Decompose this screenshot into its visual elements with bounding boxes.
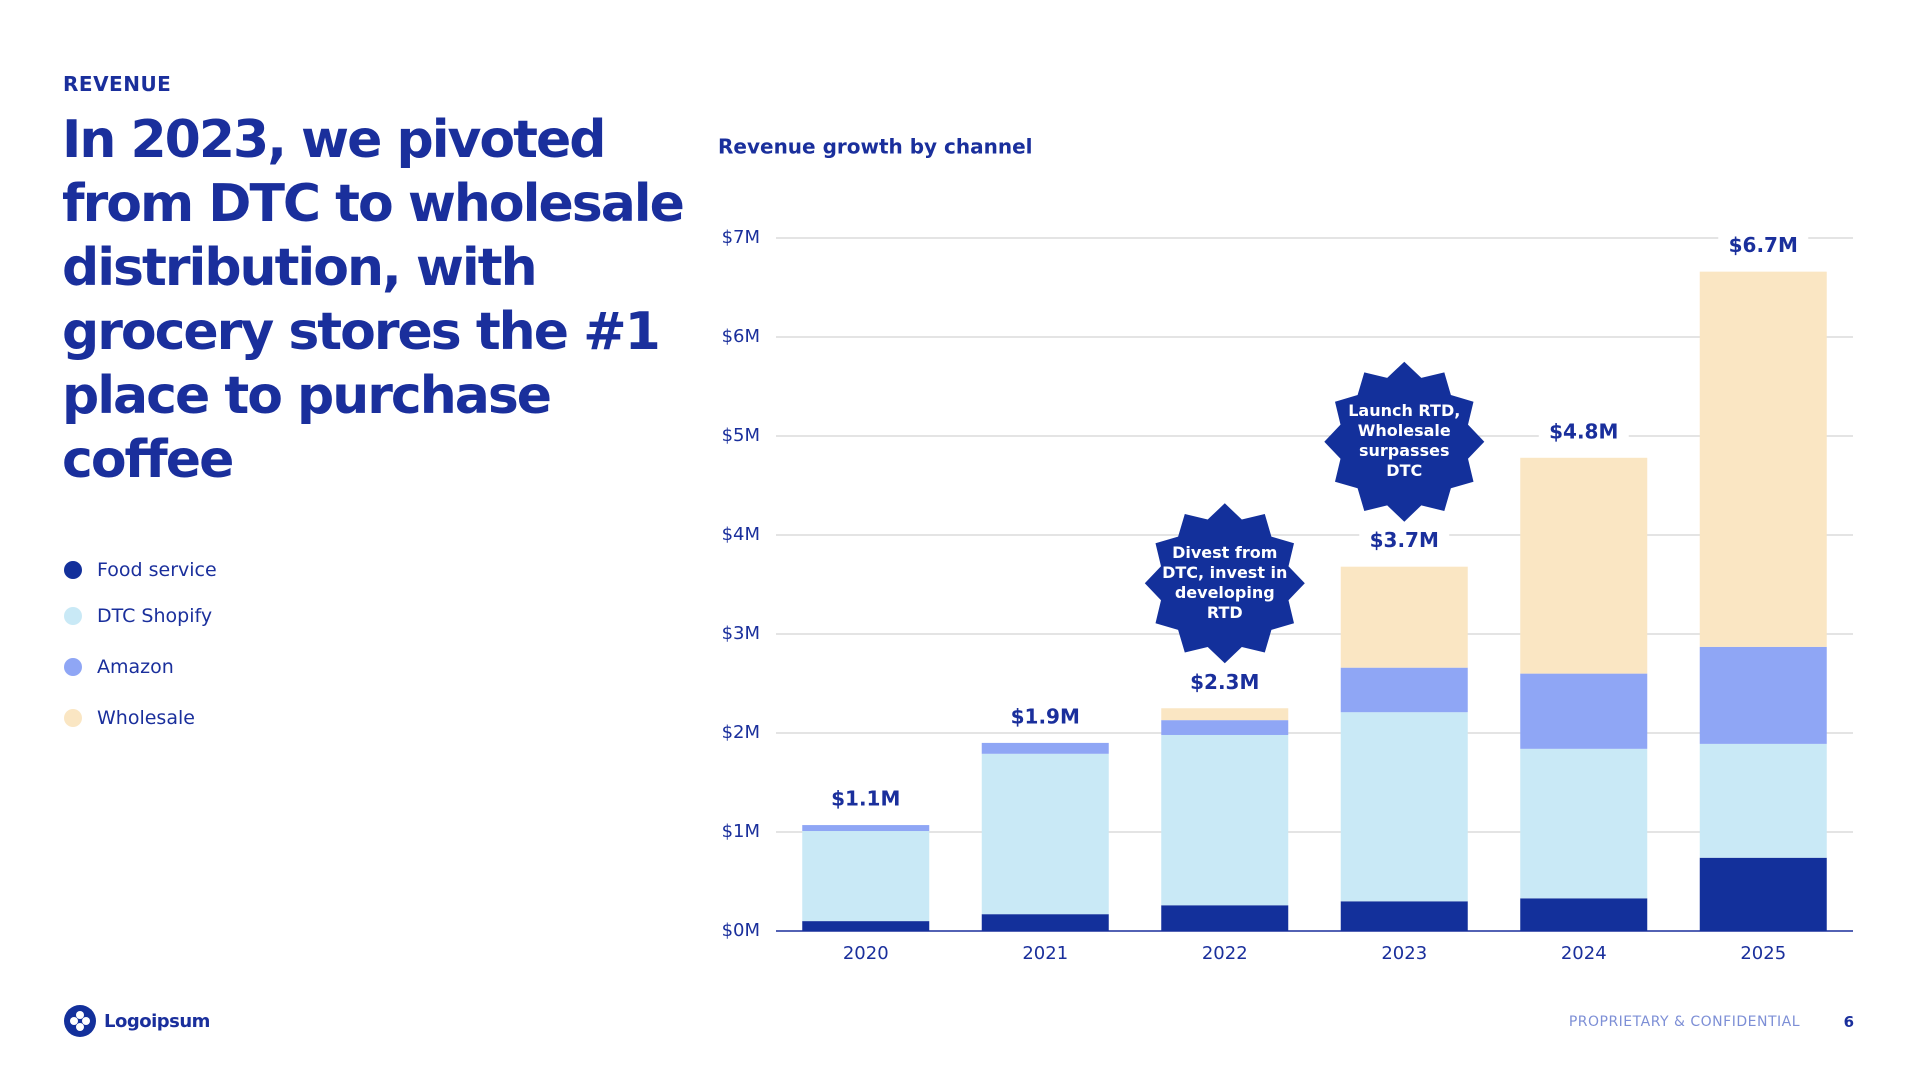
legend-item: Wholesale bbox=[64, 707, 195, 729]
bar-segment bbox=[981, 914, 1109, 931]
headline-line: place to purchase bbox=[62, 366, 552, 426]
bar-segment bbox=[1520, 898, 1648, 931]
total-label-bg bbox=[1718, 231, 1809, 260]
bar-segment bbox=[1340, 712, 1468, 902]
annotation-badge bbox=[1144, 503, 1305, 664]
bar-segment bbox=[1340, 901, 1468, 931]
logo: Logoipsum bbox=[64, 1005, 210, 1037]
bar-segment bbox=[1699, 857, 1827, 931]
headline-line: grocery stores the #1 bbox=[62, 302, 661, 362]
y-tick-label: $6M bbox=[722, 326, 760, 347]
total-label-bg bbox=[1538, 417, 1629, 446]
total-label-bg bbox=[1359, 526, 1450, 555]
legend-label: Food service bbox=[97, 559, 217, 581]
legend-label: Amazon bbox=[97, 656, 174, 678]
headline-line: distribution, with bbox=[62, 238, 538, 298]
bar-segment bbox=[802, 921, 930, 931]
legend-swatch bbox=[64, 607, 82, 625]
annotation-text: developing bbox=[1175, 583, 1275, 602]
legend-swatch bbox=[64, 658, 82, 676]
legend-item: DTC Shopify bbox=[64, 605, 213, 627]
headline-line: coffee bbox=[62, 430, 234, 490]
y-tick-label: $0M bbox=[722, 920, 760, 941]
y-tick-label: $7M bbox=[722, 227, 760, 248]
annotation-text: RTD bbox=[1207, 603, 1243, 622]
headline: In 2023, we pivoted from DTC to wholesale… bbox=[62, 108, 685, 492]
bar-segment bbox=[1520, 457, 1648, 674]
y-tick-label: $3M bbox=[722, 623, 760, 644]
annotation-text: Wholesale bbox=[1358, 421, 1451, 440]
total-label: $6.7M bbox=[1729, 233, 1798, 257]
x-tick-label: 2021 bbox=[1022, 943, 1068, 964]
bar-segment bbox=[1520, 748, 1648, 899]
y-tick-label: $4M bbox=[722, 524, 760, 545]
legend-item: Food service bbox=[64, 559, 217, 581]
x-tick-label: 2023 bbox=[1381, 943, 1427, 964]
x-tick-label: 2020 bbox=[843, 943, 889, 964]
annotation-text: Launch RTD, bbox=[1348, 401, 1460, 420]
total-label: $2.3M bbox=[1190, 670, 1259, 694]
headline-line: from DTC to wholesale bbox=[62, 174, 685, 234]
page-number: 6 bbox=[1843, 1013, 1854, 1031]
bar-segment bbox=[1520, 673, 1648, 749]
bar-segment bbox=[1699, 271, 1827, 647]
total-label-bg bbox=[1179, 668, 1270, 697]
total-label: $3.7M bbox=[1370, 528, 1439, 552]
headline-line: In 2023, we pivoted bbox=[62, 110, 606, 170]
logo-icon bbox=[64, 1005, 96, 1037]
legend-label: DTC Shopify bbox=[97, 605, 213, 627]
annotation-text: DTC bbox=[1386, 461, 1422, 480]
legend-swatch bbox=[64, 561, 82, 579]
annotation-text: Divest from bbox=[1172, 543, 1277, 562]
total-label-bg bbox=[1000, 702, 1091, 731]
bar-segment bbox=[1699, 743, 1827, 858]
x-tick-label: 2024 bbox=[1561, 943, 1607, 964]
bar-segment bbox=[981, 753, 1109, 915]
total-label: $4.8M bbox=[1549, 419, 1618, 443]
bar-segment bbox=[802, 831, 930, 922]
legend-label: Wholesale bbox=[97, 707, 195, 729]
annotation-badge bbox=[1324, 361, 1485, 522]
annotation-text: DTC, invest in bbox=[1162, 563, 1287, 582]
y-tick-label: $5M bbox=[722, 425, 760, 446]
bar-segment bbox=[1340, 667, 1468, 713]
x-tick-label: 2022 bbox=[1202, 943, 1248, 964]
x-tick-label: 2025 bbox=[1740, 943, 1786, 964]
bar-segment bbox=[1161, 734, 1289, 906]
annotation-text: surpasses bbox=[1359, 441, 1449, 460]
legend-item: Amazon bbox=[64, 656, 174, 678]
y-tick-label: $1M bbox=[722, 821, 760, 842]
total-label: $1.9M bbox=[1011, 704, 1080, 728]
legend-swatch bbox=[64, 709, 82, 727]
footer: PROPRIETARY & CONFIDENTIAL bbox=[1568, 1014, 1800, 1030]
bar-segment bbox=[1161, 720, 1289, 735]
grid bbox=[776, 237, 1853, 932]
total-label: $1.1M bbox=[831, 787, 900, 811]
chart-title: Revenue growth by channel bbox=[718, 135, 1033, 159]
logo-text: Logoipsum bbox=[104, 1010, 210, 1032]
bar-segment bbox=[1161, 708, 1289, 721]
y-tick-label: $2M bbox=[722, 722, 760, 743]
bar-segment bbox=[802, 825, 930, 832]
bar-segment bbox=[1699, 646, 1827, 744]
bar-segment bbox=[1340, 566, 1468, 668]
total-label-bg bbox=[820, 785, 911, 814]
bar-segment bbox=[981, 742, 1109, 754]
eyebrow: REVENUE bbox=[63, 72, 172, 96]
bar-segment bbox=[1161, 905, 1289, 931]
